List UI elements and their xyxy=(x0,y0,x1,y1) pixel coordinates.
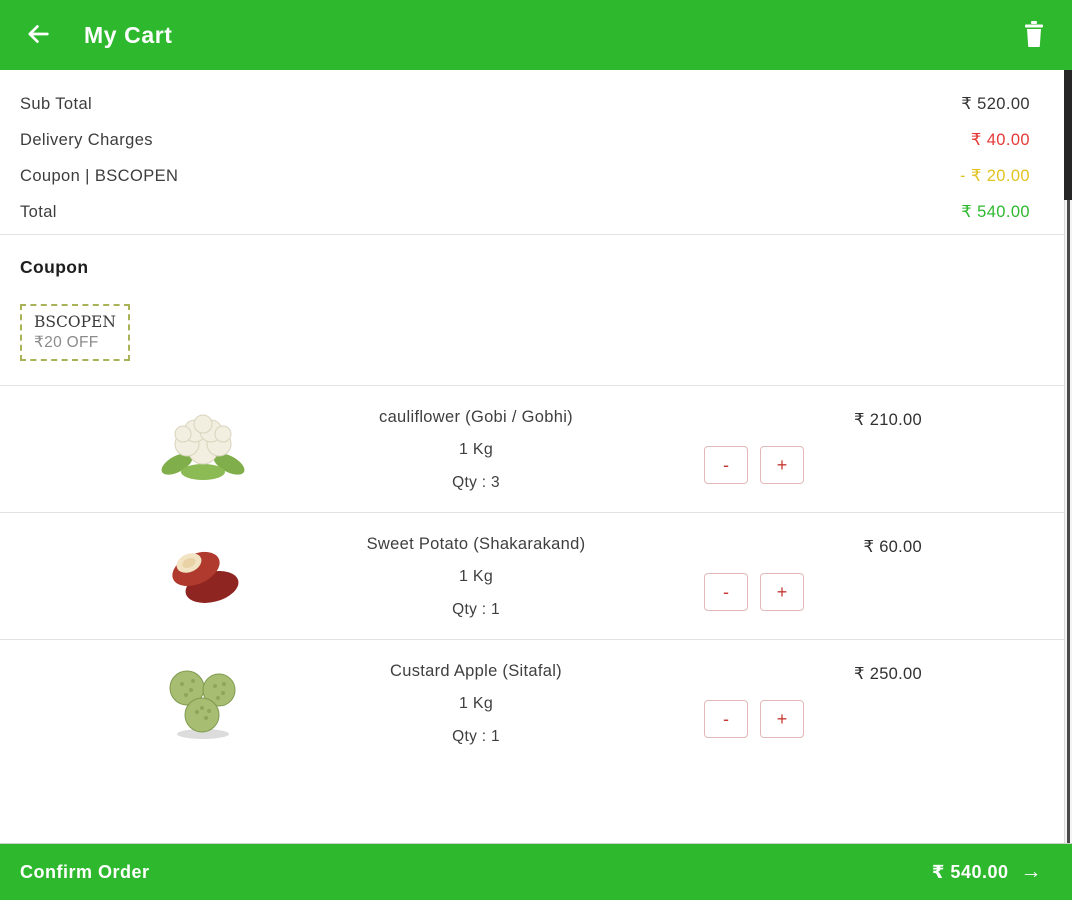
confirm-order-label: Confirm Order xyxy=(20,861,150,882)
summary-row-subtotal: Sub Total ₹ 520.00 xyxy=(20,86,1030,122)
delivery-value: ₹ 40.00 xyxy=(970,131,1030,149)
summary-row-total: Total ₹ 540.00 xyxy=(20,194,1030,230)
increase-qty-button[interactable]: + xyxy=(760,573,804,611)
item-qty: Qty : 1 xyxy=(452,601,500,618)
cart-items-list: cauliflower (Gobi / Gobhi) 1 Kg Qty : 3 … xyxy=(0,386,1072,766)
cauliflower-image xyxy=(158,404,248,494)
item-info: Custard Apple (Sitafal) 1 Kg Qty : 1 xyxy=(248,658,704,746)
coupon-row-label: Coupon | BSCOPEN xyxy=(20,166,179,185)
footer-total: ₹ 540.00 xyxy=(931,861,1009,882)
quantity-controls: - + xyxy=(704,446,804,484)
subtotal-label: Sub Total xyxy=(20,94,93,113)
coupon-section: Coupon BSCOPEN ₹20 OFF xyxy=(0,235,1072,385)
item-name: Sweet Potato (Shakarakand) xyxy=(366,535,586,553)
summary-row-delivery: Delivery Charges ₹ 40.00 xyxy=(20,122,1030,158)
item-weight: 1 Kg xyxy=(458,568,494,585)
item-qty: Qty : 3 xyxy=(452,474,500,491)
total-value: ₹ 540.00 xyxy=(961,203,1030,221)
cart-item: cauliflower (Gobi / Gobhi) 1 Kg Qty : 3 … xyxy=(0,386,1072,513)
footer-total-group: ₹ 540.00 → xyxy=(932,860,1042,884)
item-price: ₹ 60.00 xyxy=(863,538,922,556)
sweet-potato-image xyxy=(158,531,248,621)
summary-row-coupon: Coupon | BSCOPEN - ₹ 20.00 xyxy=(20,158,1030,194)
coupon-chip[interactable]: BSCOPEN ₹20 OFF xyxy=(20,304,130,361)
cart-item: Sweet Potato (Shakarakand) 1 Kg Qty : 1 … xyxy=(0,513,1072,640)
item-price: ₹ 250.00 xyxy=(854,665,922,683)
section-divider xyxy=(0,234,1072,235)
quantity-controls: - + xyxy=(704,573,804,611)
cart-item: Custard Apple (Sitafal) 1 Kg Qty : 1 - +… xyxy=(0,640,1072,766)
delivery-label: Delivery Charges xyxy=(20,130,153,149)
coupon-section-title: Coupon xyxy=(20,257,89,277)
item-name: cauliflower (Gobi / Gobhi) xyxy=(379,408,573,426)
item-info: Sweet Potato (Shakarakand) 1 Kg Qty : 1 xyxy=(248,531,704,619)
confirm-order-bar[interactable]: Confirm Order ₹ 540.00 → xyxy=(0,844,1072,900)
coupon-offer: ₹20 OFF xyxy=(34,334,99,351)
custard-apple-image xyxy=(158,658,248,748)
app-header: My Cart xyxy=(0,0,1072,70)
coupon-code: BSCOPEN xyxy=(34,313,116,331)
delete-cart-button[interactable] xyxy=(1022,20,1046,50)
decrease-qty-button[interactable]: - xyxy=(704,446,748,484)
item-weight: 1 Kg xyxy=(458,695,494,712)
coupon-row-value: - ₹ 20.00 xyxy=(959,167,1030,185)
scrollbar-thumb[interactable] xyxy=(1064,70,1072,200)
scrollbar-track[interactable] xyxy=(1067,70,1070,843)
arrow-left-icon xyxy=(24,20,52,51)
item-info: cauliflower (Gobi / Gobhi) 1 Kg Qty : 3 xyxy=(248,404,704,492)
order-summary: Sub Total ₹ 520.00 Delivery Charges ₹ 40… xyxy=(0,70,1072,234)
page-title: My Cart xyxy=(84,21,173,48)
decrease-qty-button[interactable]: - xyxy=(704,700,748,738)
subtotal-value: ₹ 520.00 xyxy=(961,95,1030,113)
back-button[interactable] xyxy=(24,20,52,51)
arrow-right-icon: → xyxy=(1020,860,1042,883)
item-qty: Qty : 1 xyxy=(452,728,500,745)
item-price: ₹ 210.00 xyxy=(854,411,922,429)
trash-icon xyxy=(1022,20,1046,50)
section-divider xyxy=(0,385,1072,386)
item-name: Custard Apple (Sitafal) xyxy=(390,662,562,680)
item-weight: 1 Kg xyxy=(458,441,494,458)
total-label: Total xyxy=(20,202,57,221)
cart-content: Sub Total ₹ 520.00 Delivery Charges ₹ 40… xyxy=(0,70,1072,844)
quantity-controls: - + xyxy=(704,700,804,738)
scrollbar[interactable] xyxy=(1064,70,1072,843)
increase-qty-button[interactable]: + xyxy=(760,446,804,484)
increase-qty-button[interactable]: + xyxy=(760,700,804,738)
decrease-qty-button[interactable]: - xyxy=(704,573,748,611)
